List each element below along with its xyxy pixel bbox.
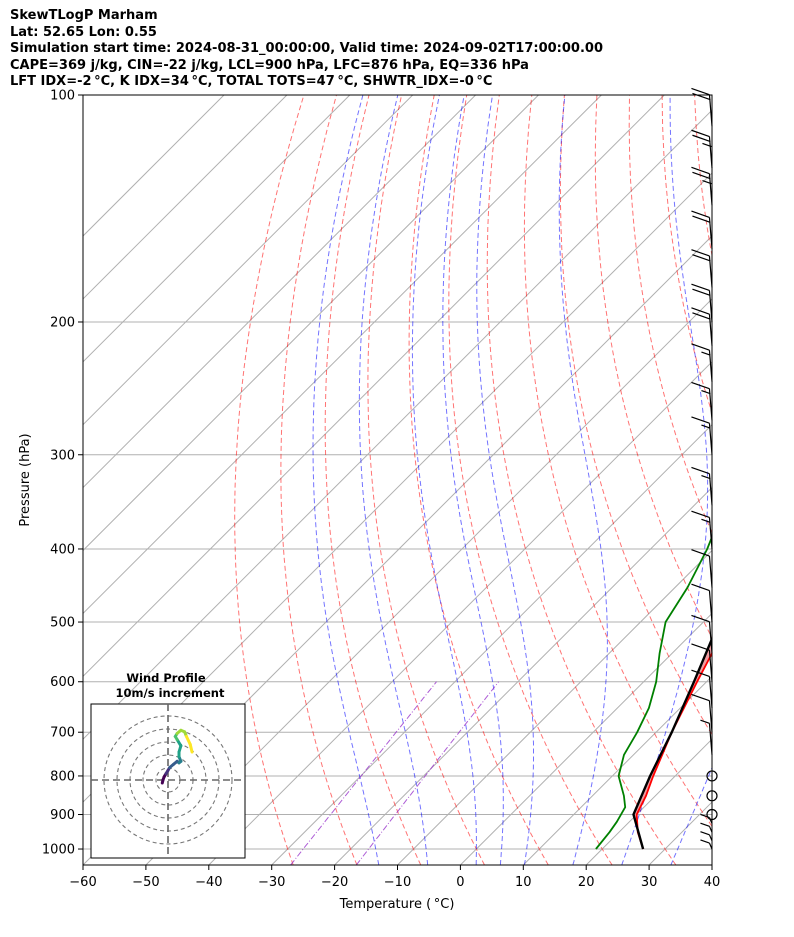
y-tick-label: 400 bbox=[50, 542, 75, 557]
wind-profile-inset: Wind Profile 10m/s increment bbox=[90, 671, 246, 859]
wind-barbs bbox=[691, 87, 718, 850]
sounding-profiles bbox=[595, 534, 712, 850]
dry-adiabat bbox=[661, 95, 712, 415]
stability-indices: LFT IDX=-2 °C, K IDX=34 °C, TOTAL TOTS=4… bbox=[10, 74, 493, 89]
wind-barb bbox=[700, 839, 713, 850]
x-tick-label: −60 bbox=[69, 875, 96, 890]
dry-adiabat bbox=[559, 95, 712, 736]
simulation-times: Simulation start time: 2024-08-31_00:00:… bbox=[10, 41, 603, 56]
isotherm-gridline bbox=[83, 95, 476, 489]
moist-adiabat bbox=[720, 95, 794, 865]
y-tick-label: 1000 bbox=[42, 843, 75, 858]
cape-region bbox=[777, 95, 794, 492]
wind-barb bbox=[691, 307, 713, 346]
wind-barb bbox=[691, 129, 713, 169]
inset-title: Wind Profile bbox=[126, 671, 206, 685]
cape-cin-shading bbox=[633, 95, 794, 836]
isotherm-gridline bbox=[271, 423, 712, 865]
moist-adiabat bbox=[558, 95, 608, 865]
isotherm-gridline bbox=[83, 95, 288, 300]
mixing-ratio-line bbox=[290, 681, 437, 865]
y-tick-label: 500 bbox=[50, 616, 75, 631]
x-tick-label: −30 bbox=[258, 875, 285, 890]
dry-adiabat bbox=[727, 95, 794, 865]
dry-adiabat bbox=[523, 95, 712, 828]
temperature-line bbox=[635, 651, 712, 850]
x-tick-label: −10 bbox=[384, 875, 411, 890]
dewpoint-line bbox=[595, 534, 712, 850]
x-tick-label: 0 bbox=[456, 875, 464, 890]
wind-barb bbox=[691, 693, 713, 733]
isotherm-gridline bbox=[397, 549, 712, 865]
x-tick-label: 30 bbox=[641, 875, 658, 890]
wind-barb bbox=[691, 249, 713, 288]
x-tick-label: 20 bbox=[578, 875, 595, 890]
background-lines bbox=[83, 95, 794, 865]
moist-adiabat bbox=[411, 95, 477, 865]
wind-barb bbox=[691, 343, 713, 382]
dry-adiabat bbox=[448, 95, 613, 865]
x-tick-label: 40 bbox=[704, 875, 721, 890]
dry-adiabat bbox=[234, 95, 305, 865]
dry-adiabat bbox=[594, 95, 712, 639]
y-tick-label: 900 bbox=[50, 808, 75, 823]
y-tick-label: 800 bbox=[50, 769, 75, 784]
dry-adiabat bbox=[367, 95, 485, 865]
y-tick-label: 200 bbox=[50, 315, 75, 330]
moist-adiabat bbox=[442, 95, 504, 865]
wind-barb bbox=[691, 416, 713, 455]
moist-adiabat bbox=[312, 95, 380, 865]
hodograph-segment bbox=[188, 742, 194, 754]
moist-adiabat bbox=[358, 95, 429, 865]
chart-title: SkewTLogP Marham bbox=[10, 8, 158, 23]
dry-adiabat bbox=[408, 95, 549, 865]
moist-adiabat bbox=[670, 766, 712, 865]
wind-barb bbox=[700, 831, 713, 841]
isotherm-gridline bbox=[83, 95, 351, 363]
y-tick-label: 700 bbox=[50, 726, 75, 741]
y-tick-label: 600 bbox=[50, 675, 75, 690]
isotherm-gridline bbox=[208, 361, 712, 865]
wind-barb bbox=[691, 210, 713, 249]
x-tick-label: −40 bbox=[195, 875, 222, 890]
isotherm-gridline bbox=[83, 109, 712, 740]
isotherm-gridline bbox=[460, 612, 712, 865]
isotherm-gridline bbox=[334, 486, 712, 865]
moist-adiabat bbox=[621, 95, 709, 865]
y-tick-label: 300 bbox=[50, 448, 75, 463]
parcel-path-line bbox=[632, 635, 712, 850]
wind-barb bbox=[691, 466, 713, 506]
dry-adiabat bbox=[280, 95, 358, 865]
station-location: Lat: 52.65 Lon: 0.55 bbox=[10, 24, 157, 40]
isotherm-gridline bbox=[145, 298, 712, 865]
isotherm-gridline bbox=[83, 95, 414, 426]
mixing-ratio-line bbox=[355, 681, 499, 865]
isotherm-gridline bbox=[648, 801, 712, 865]
isotherm-gridline bbox=[83, 95, 539, 552]
isotherm-gridline bbox=[83, 95, 225, 237]
x-tick-label: 10 bbox=[515, 875, 532, 890]
dry-adiabat bbox=[486, 95, 677, 865]
x-axis-title: Temperature ( °C) bbox=[339, 897, 455, 912]
cin-region-lower bbox=[714, 492, 794, 635]
y-axis-title: Pressure (hPa) bbox=[18, 433, 33, 526]
x-tick-label: −50 bbox=[132, 875, 159, 890]
y-tick-label: 100 bbox=[50, 89, 75, 104]
isotherm-gridline bbox=[711, 864, 712, 865]
isotherm-gridline bbox=[522, 675, 712, 865]
x-tick-label: −20 bbox=[321, 875, 348, 890]
isotherm-gridline bbox=[585, 738, 712, 865]
dry-adiabat bbox=[760, 95, 794, 865]
wind-barb bbox=[691, 669, 713, 709]
inset-subtitle: 10m/s increment bbox=[116, 686, 225, 700]
convective-parameters: CAPE=369 j/kg, CIN=-22 j/kg, LCL=900 hPa… bbox=[10, 57, 529, 73]
wind-barb bbox=[691, 166, 713, 206]
isotherm-gridline bbox=[83, 95, 665, 678]
isotherm-gridline bbox=[83, 95, 602, 615]
chart-header: SkewTLogP Marham Lat: 52.65 Lon: 0.55 Si… bbox=[10, 8, 780, 91]
dry-adiabat bbox=[324, 95, 422, 865]
axes: −60 −50 −40 −30 −20 −10 0 10 20 30 40 100 200 300 400 5… bbox=[42, 89, 720, 891]
